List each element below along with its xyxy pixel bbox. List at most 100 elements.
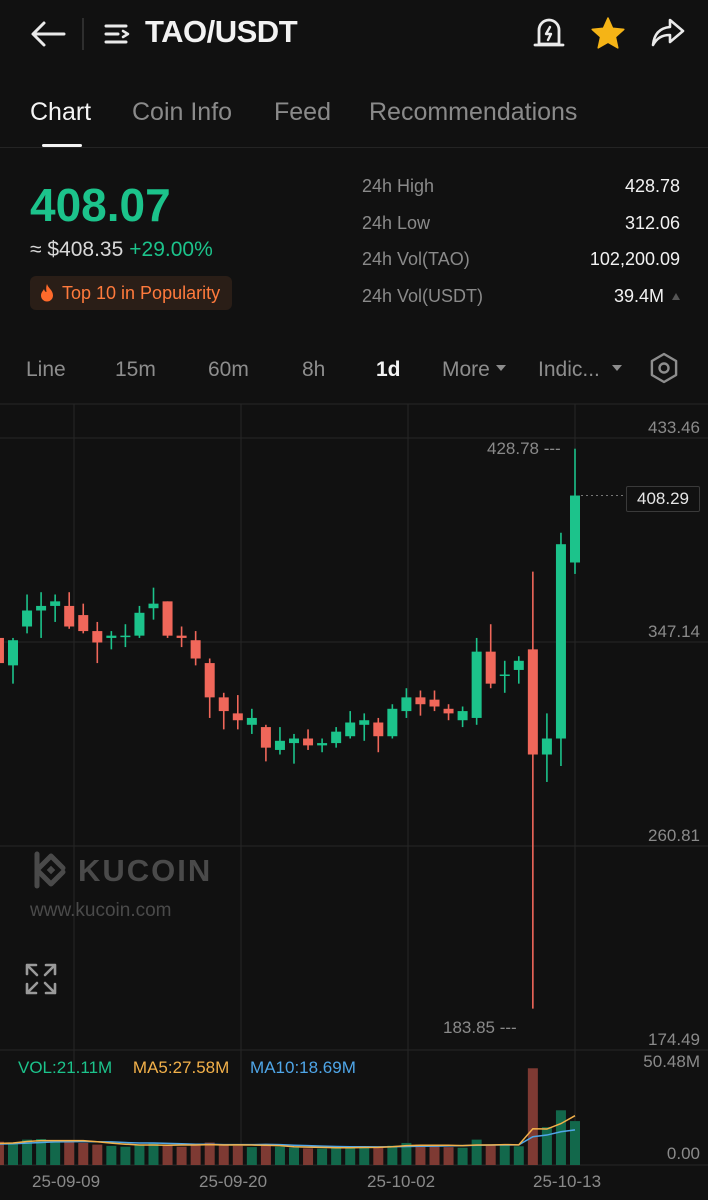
candle-body	[541, 738, 552, 755]
volume-bar	[274, 1146, 285, 1165]
toggle-triangle-icon[interactable]	[672, 293, 680, 301]
tab-feed[interactable]: Feed	[274, 98, 331, 126]
candle-body	[513, 660, 524, 670]
volume-ma10: MA10:18.69M	[250, 1058, 356, 1077]
volume-bar	[570, 1121, 580, 1165]
volume-bar	[8, 1142, 18, 1165]
stat-24h-vol-tao: 24h Vol(TAO) 102,200.09	[362, 249, 680, 286]
chart-settings-icon[interactable]	[648, 352, 680, 384]
tab-coin-info[interactable]: Coin Info	[132, 98, 233, 126]
x-axis-label: 25-09-20	[199, 1172, 268, 1191]
fiat-price-line: ≈ $408.35 +29.00%	[30, 238, 213, 262]
tab-recommendations[interactable]: Recommendations	[369, 98, 578, 126]
trading-pair-title[interactable]: TAO/USDT	[145, 14, 298, 49]
current-price-marker: 408.29	[626, 486, 700, 512]
volume-ma5: MA5:27.58M	[132, 1058, 230, 1077]
volume-bar	[204, 1142, 215, 1165]
stat-24h-high: 24h High 428.78	[362, 176, 680, 213]
period-15m[interactable]: 15m	[115, 358, 156, 381]
volume-bar	[471, 1139, 482, 1165]
volume-bar	[513, 1146, 524, 1165]
volume-bar	[303, 1148, 314, 1165]
share-icon[interactable]	[650, 16, 686, 50]
low-price-value: 183.85	[443, 1018, 495, 1037]
period-more-dropdown[interactable]: More	[442, 358, 506, 382]
candle-body	[289, 738, 299, 744]
volume-bar	[457, 1147, 468, 1165]
volume-bar	[162, 1145, 173, 1165]
volume-bar	[345, 1146, 356, 1165]
stat-label: 24h High	[362, 176, 435, 196]
volume-bar	[499, 1145, 510, 1165]
last-price: 408.07	[30, 179, 171, 231]
candle-body	[260, 727, 271, 748]
period-60m[interactable]: 60m	[208, 358, 249, 381]
candle-body	[373, 722, 384, 737]
y-tick-label: 347.14	[648, 622, 700, 641]
candle-body	[190, 640, 201, 659]
tab-chart[interactable]: Chart	[30, 98, 92, 126]
volume-bar	[78, 1142, 89, 1165]
volume-bar	[541, 1127, 552, 1165]
indicators-label: Indic...	[538, 358, 600, 381]
candle-body	[499, 674, 510, 677]
high-price-value: 428.78	[487, 439, 539, 458]
caret-down-icon	[495, 365, 506, 372]
period-selector: Line 15m 60m 8h 1d More Indic...	[0, 350, 708, 390]
stat-value: 102,200.09	[589, 249, 680, 269]
volume-bar	[317, 1148, 328, 1165]
period-1d[interactable]: 1d	[376, 358, 401, 381]
candle-body	[218, 697, 229, 712]
stat-value-wrap: 39.4M	[614, 286, 680, 307]
y-tick-label: 174.49	[648, 1030, 700, 1049]
period-more-label: More	[442, 358, 490, 381]
x-axis-label: 25-10-02	[367, 1172, 436, 1191]
candle-body	[331, 731, 342, 744]
popularity-badge[interactable]: Top 10 in Popularity	[30, 276, 233, 310]
volume-bar	[527, 1068, 538, 1165]
volume-bar	[218, 1144, 229, 1165]
volume-ma5-line	[0, 1115, 576, 1149]
candle-body	[555, 544, 566, 739]
volume-bar	[260, 1145, 271, 1165]
menu-list-icon[interactable]	[104, 20, 132, 48]
volume-bar	[401, 1142, 412, 1165]
volume-bar	[0, 1141, 4, 1165]
favorite-star-icon[interactable]	[590, 16, 626, 50]
volume-bar	[331, 1147, 342, 1165]
stat-value: 312.06	[624, 212, 680, 233]
volume-y-tick-zero: 0.00	[666, 1144, 700, 1163]
candle-body	[317, 743, 328, 746]
x-axis-label: 25-09-09	[32, 1172, 101, 1191]
candle-body	[457, 711, 468, 721]
candle-body	[429, 699, 440, 707]
volume-bar	[148, 1142, 159, 1165]
candle-body	[471, 651, 482, 718]
candle-body	[527, 649, 538, 755]
volume-bar	[246, 1147, 257, 1165]
stat-value: 39.4M	[613, 285, 664, 306]
period-8h[interactable]: 8h	[302, 358, 326, 381]
popularity-badge-label: Top 10 in Popularity	[62, 282, 221, 303]
candle-body	[148, 603, 159, 609]
header-divider	[82, 18, 84, 50]
volume-bar	[176, 1146, 187, 1165]
back-arrow-icon[interactable]	[28, 18, 68, 50]
volume-bar	[64, 1141, 75, 1165]
fullscreen-expand-icon[interactable]	[24, 962, 58, 996]
stat-value: 428.78	[624, 176, 680, 196]
candle-body	[176, 635, 187, 638]
period-line[interactable]: Line	[26, 358, 66, 381]
candle-body	[78, 615, 89, 632]
candle-body	[120, 635, 131, 638]
volume-bar	[190, 1145, 201, 1165]
price-alert-icon[interactable]	[533, 16, 565, 50]
candle-body	[232, 713, 243, 721]
candle-body	[345, 722, 356, 737]
price-change-percent: +29.00%	[129, 238, 213, 261]
stat-label: 24h Vol(TAO)	[362, 249, 470, 269]
candle-body	[8, 640, 18, 666]
indicators-dropdown[interactable]: Indic...	[538, 358, 622, 382]
stat-24h-vol-usdt[interactable]: 24h Vol(USDT) 39.4M	[362, 286, 680, 323]
